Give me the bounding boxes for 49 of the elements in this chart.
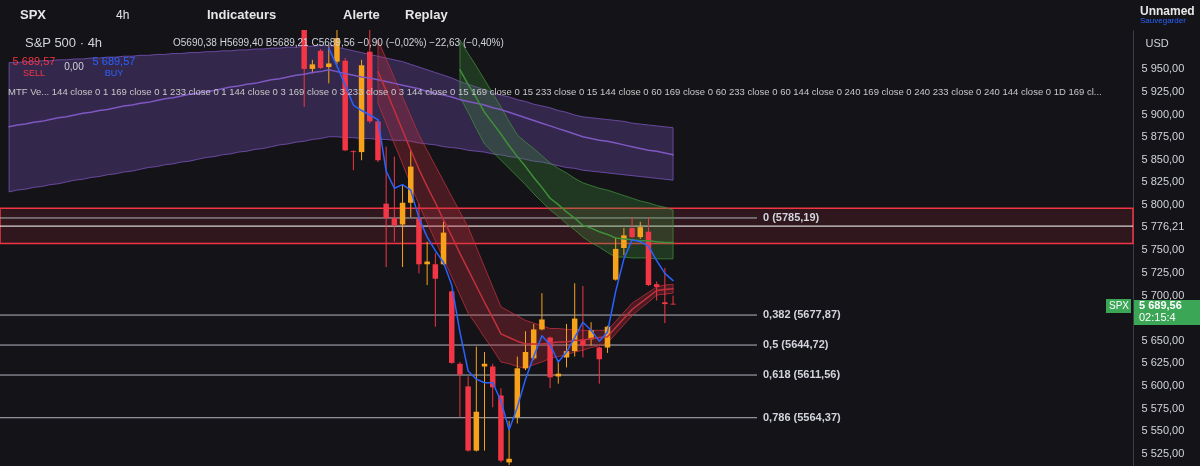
annotation: SPX bbox=[1108, 300, 1130, 311]
candlestick bbox=[432, 252, 439, 328]
y-tick-label: 5 525,00 bbox=[1141, 446, 1185, 459]
annotation: 5 689,57 bbox=[92, 55, 136, 67]
candlestick bbox=[662, 267, 668, 324]
candlestick bbox=[539, 292, 545, 331]
y-tick-label: 5 725,00 bbox=[1141, 265, 1185, 278]
y-tick-label: 5 550,00 bbox=[1141, 424, 1185, 437]
candlestick bbox=[506, 420, 512, 466]
ref-line-label: 0,382 (5677,87) bbox=[763, 308, 842, 321]
y-tick-label: 5 575,00 bbox=[1141, 401, 1185, 414]
y-tick-label: 5 950,00 bbox=[1141, 62, 1185, 75]
y-tick-label: 5 700,00 bbox=[1141, 288, 1185, 301]
y-tick-label: 5 850,00 bbox=[1141, 152, 1185, 165]
text: SPX bbox=[20, 7, 47, 22]
text: 02:15:4 bbox=[1139, 311, 1176, 323]
y-tick-label: 5 625,00 bbox=[1141, 356, 1185, 369]
y-tick-label: 5 600,00 bbox=[1141, 378, 1185, 391]
candlestick bbox=[383, 146, 389, 268]
text: Alerte bbox=[343, 7, 380, 22]
candlestick bbox=[580, 285, 586, 358]
ref-line-label: 0 (5785,19) bbox=[763, 210, 820, 223]
text: Sauvegarder bbox=[1140, 16, 1187, 25]
text: 5 689,56 bbox=[1139, 299, 1182, 311]
chart-title: S&P 500 · 4h bbox=[25, 35, 103, 50]
annotation: BUY bbox=[104, 68, 124, 78]
text: Indicateurs bbox=[207, 7, 277, 22]
y-tick-label: 5 750,00 bbox=[1141, 243, 1185, 256]
candlestick bbox=[350, 149, 357, 171]
y-tick-label: 5 650,00 bbox=[1141, 333, 1185, 346]
annotation: 5 689,57 bbox=[12, 55, 56, 67]
text: Replay bbox=[405, 7, 449, 22]
y-tick-label: 5 776,21 bbox=[1141, 219, 1185, 232]
y-tick-label: 5 875,00 bbox=[1141, 130, 1185, 143]
y-axis-title: USD bbox=[1145, 36, 1169, 49]
text: Unnamed bbox=[1140, 4, 1195, 18]
annotation: SELL bbox=[22, 68, 46, 78]
y-tick-label: 5 825,00 bbox=[1141, 175, 1185, 188]
y-tick-label: 5 800,00 bbox=[1141, 198, 1185, 211]
candlestick bbox=[629, 216, 635, 239]
ref-line-label: 0,5 (5644,72) bbox=[763, 338, 829, 351]
y-tick-label: 5 925,00 bbox=[1141, 85, 1185, 98]
candlestick bbox=[457, 361, 463, 418]
ref-line-label: 0,786 (5564,37) bbox=[763, 410, 842, 423]
ref-line-label: 0,618 (5611,56) bbox=[763, 368, 841, 381]
annotation: 0,00 bbox=[64, 61, 85, 72]
y-tick-label: 5 900,00 bbox=[1141, 107, 1185, 120]
candlestick bbox=[653, 280, 660, 301]
text: 4h bbox=[116, 8, 130, 22]
